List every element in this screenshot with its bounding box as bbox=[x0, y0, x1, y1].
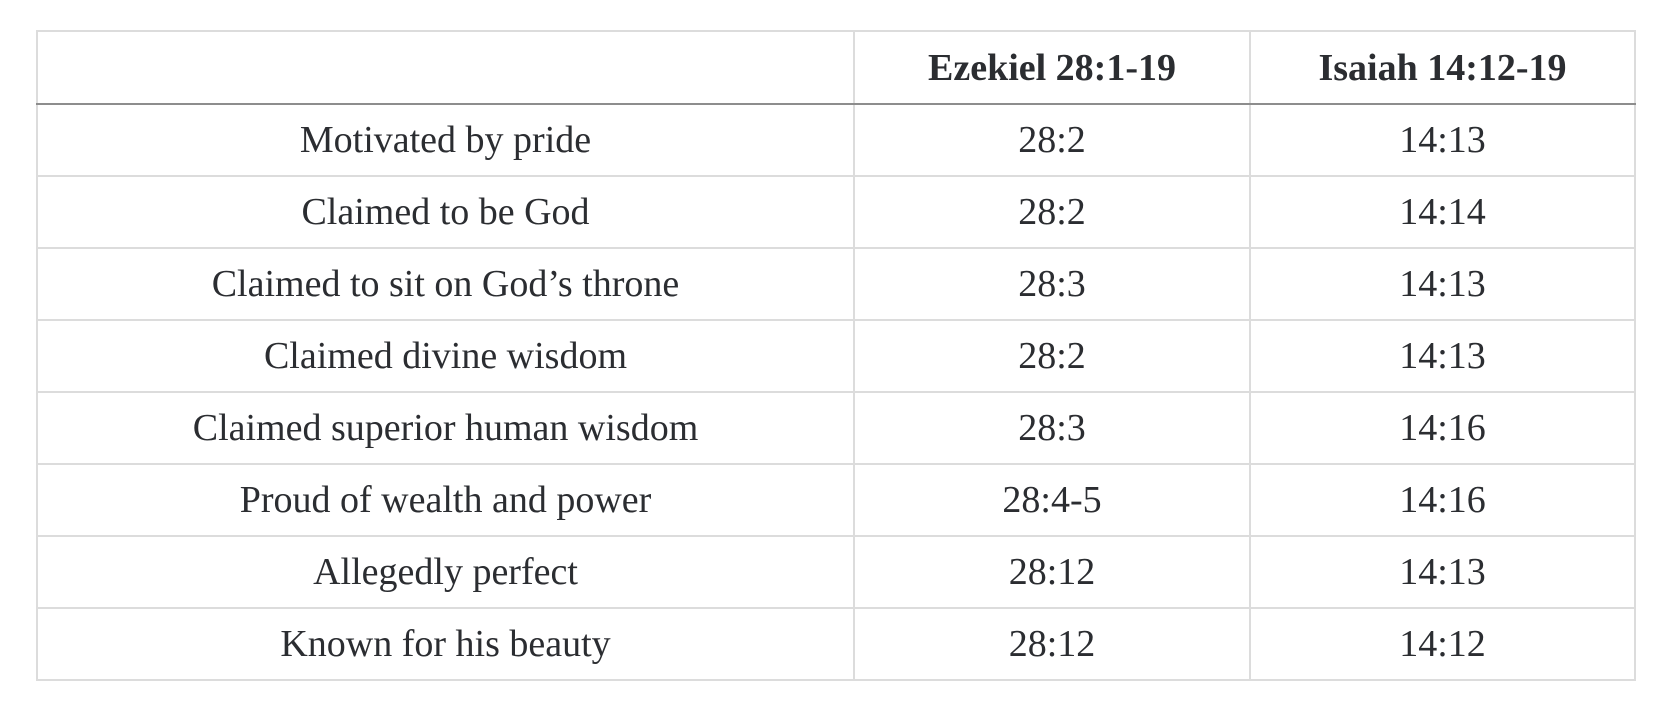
comparison-table-container: Ezekiel 28:1-19 Isaiah 14:12-19 Motivate… bbox=[36, 30, 1636, 681]
table-header: Ezekiel 28:1-19 Isaiah 14:12-19 bbox=[36, 30, 1636, 105]
table-row: Claimed superior human wisdom 28:3 14:16 bbox=[36, 391, 1636, 465]
isaiah-reference-cell: 14:16 bbox=[1249, 391, 1636, 465]
isaiah-reference-cell: 14:14 bbox=[1249, 175, 1636, 249]
trait-cell: Allegedly perfect bbox=[36, 535, 855, 609]
table-row: Claimed to sit on God’s throne 28:3 14:1… bbox=[36, 247, 1636, 321]
table-row: Proud of wealth and power 28:4-5 14:16 bbox=[36, 463, 1636, 537]
table-row: Claimed to be God 28:2 14:14 bbox=[36, 175, 1636, 249]
trait-cell: Motivated by pride bbox=[36, 103, 855, 177]
trait-cell: Claimed superior human wisdom bbox=[36, 391, 855, 465]
header-cell-isaiah: Isaiah 14:12-19 bbox=[1249, 30, 1636, 105]
table-row: Allegedly perfect 28:12 14:13 bbox=[36, 535, 1636, 609]
trait-cell: Claimed to be God bbox=[36, 175, 855, 249]
isaiah-reference-cell: 14:13 bbox=[1249, 319, 1636, 393]
isaiah-reference-cell: 14:16 bbox=[1249, 463, 1636, 537]
ezekiel-reference-cell: 28:12 bbox=[853, 535, 1251, 609]
table-row: Motivated by pride 28:2 14:13 bbox=[36, 103, 1636, 177]
header-cell-ezekiel: Ezekiel 28:1-19 bbox=[853, 30, 1251, 105]
table-body: Motivated by pride 28:2 14:13 Claimed to… bbox=[36, 103, 1636, 681]
ezekiel-reference-cell: 28:3 bbox=[853, 247, 1251, 321]
ezekiel-reference-cell: 28:2 bbox=[853, 175, 1251, 249]
table-row: Claimed divine wisdom 28:2 14:13 bbox=[36, 319, 1636, 393]
ezekiel-reference-cell: 28:2 bbox=[853, 319, 1251, 393]
header-cell-trait bbox=[36, 30, 855, 105]
trait-cell: Proud of wealth and power bbox=[36, 463, 855, 537]
ezekiel-reference-cell: 28:12 bbox=[853, 607, 1251, 681]
ezekiel-reference-cell: 28:4-5 bbox=[853, 463, 1251, 537]
trait-cell: Claimed divine wisdom bbox=[36, 319, 855, 393]
isaiah-reference-cell: 14:13 bbox=[1249, 103, 1636, 177]
header-row: Ezekiel 28:1-19 Isaiah 14:12-19 bbox=[36, 30, 1636, 105]
comparison-table: Ezekiel 28:1-19 Isaiah 14:12-19 Motivate… bbox=[36, 30, 1636, 681]
trait-cell: Claimed to sit on God’s throne bbox=[36, 247, 855, 321]
ezekiel-reference-cell: 28:2 bbox=[853, 103, 1251, 177]
ezekiel-reference-cell: 28:3 bbox=[853, 391, 1251, 465]
isaiah-reference-cell: 14:13 bbox=[1249, 247, 1636, 321]
table-row: Known for his beauty 28:12 14:12 bbox=[36, 607, 1636, 681]
isaiah-reference-cell: 14:12 bbox=[1249, 607, 1636, 681]
isaiah-reference-cell: 14:13 bbox=[1249, 535, 1636, 609]
trait-cell: Known for his beauty bbox=[36, 607, 855, 681]
